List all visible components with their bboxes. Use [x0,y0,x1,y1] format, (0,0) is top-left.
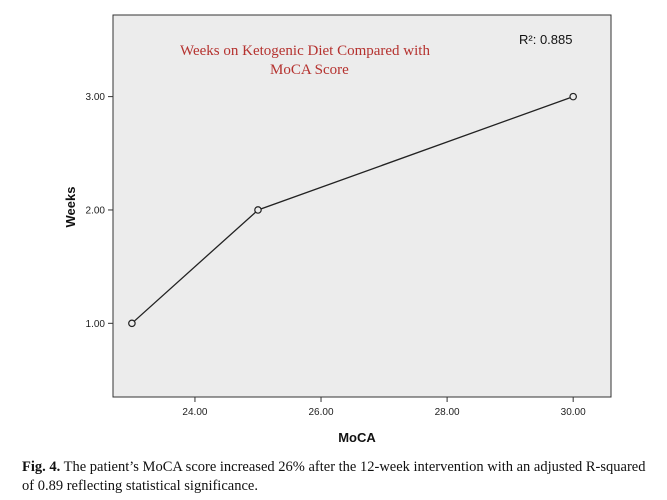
figure-caption-text: The patient’s MoCA score increased 26% a… [22,459,646,494]
x-axis-label: MoCA [338,430,376,445]
series-group [128,92,577,328]
data-point [254,206,262,214]
y-tick-label: 3.00 [86,92,106,103]
data-point [128,319,136,328]
r-squared-annotation: R²: 0.885 [519,32,572,47]
chart-title-line-2: MoCA Score [270,62,349,78]
x-axis: 24.00 26.00 28.00 30.00 [182,397,586,418]
figure-label: Fig. 4. [22,459,61,475]
x-tick-label: 28.00 [435,407,460,418]
x-tick-label: 30.00 [561,407,586,418]
chart: Weeks on Ketogenic Diet Compared with Mo… [63,14,612,445]
chart-title-line-1: Weeks on Ketogenic Diet Compared with [180,43,430,59]
figure-caption: Fig. 4. The patient’s MoCA score increas… [22,458,652,496]
y-axis-label: Weeks [63,187,78,228]
plot-area [112,14,612,398]
x-tick-label: 24.00 [182,407,207,418]
x-tick-label: 26.00 [309,407,334,418]
y-tick-label: 2.00 [86,205,106,216]
data-point [569,92,577,101]
y-tick-label: 1.00 [86,319,106,330]
y-axis: 1.00 2.00 3.00 [86,92,113,330]
